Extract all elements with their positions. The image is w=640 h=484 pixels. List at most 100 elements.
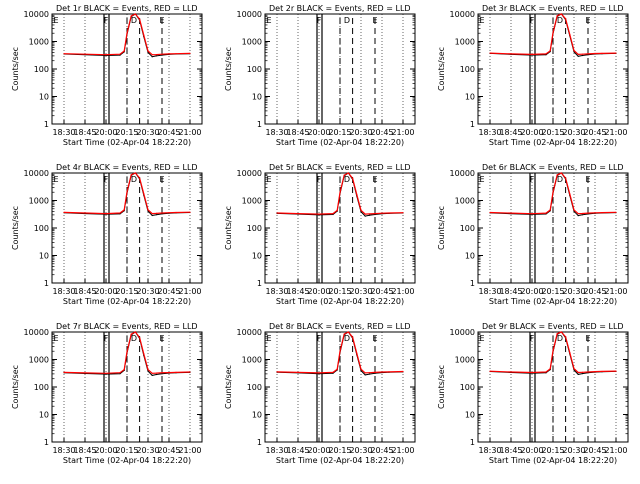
series-lld-point: [161, 372, 163, 374]
series-lld-point: [510, 212, 512, 214]
x-axis-label: Start Time (02-Apr-04 18:22:20): [489, 138, 617, 147]
x-tick-label: 18:45: [286, 287, 309, 296]
y-tick-label: 1000: [29, 197, 49, 206]
series-events-point: [161, 373, 163, 375]
series-lld-point: [168, 53, 170, 55]
panel-title: Det 9r BLACK = Events, RED = LLD: [482, 322, 624, 331]
marker-letter: F: [104, 175, 109, 184]
y-tick-label: 1000: [242, 197, 262, 206]
x-tick-label: 20:45: [370, 128, 393, 137]
y-tick-label: 1000: [242, 356, 262, 365]
series-lld-point: [119, 372, 121, 374]
series-lld-point: [560, 331, 562, 333]
y-tick-label: 1: [44, 438, 49, 447]
marker-letter: F: [317, 334, 322, 343]
series-lld-point: [126, 32, 128, 34]
panel-det-6: Det 6r BLACK = Events, RED = LLD 1 10 100 10…: [437, 163, 629, 306]
y-tick-label: 100: [34, 65, 49, 74]
series-lld-point: [560, 172, 562, 174]
x-tick-label: 20:30: [562, 128, 585, 137]
x-tick-label: 20:45: [583, 128, 606, 137]
series-lld-point: [360, 209, 362, 211]
series-lld-point: [581, 212, 583, 215]
series-lld-point: [161, 53, 163, 55]
series-lld-point: [594, 52, 596, 55]
panel-det-9: Det 9r BLACK = Events, RED = LLD 1 10 100 10…: [437, 322, 629, 465]
series-lld-point: [343, 333, 345, 335]
panel-title: Det 7r BLACK = Events, RED = LLD: [56, 322, 198, 331]
marker-letter: E: [585, 334, 590, 343]
marker-letter: E: [372, 334, 377, 343]
series-lld-point: [368, 372, 370, 374]
y-tick-label: 100: [460, 383, 475, 392]
y-tick-label: 10000: [24, 10, 49, 19]
x-tick-label: 20:45: [370, 446, 393, 455]
series-events-point: [577, 55, 579, 57]
x-axis-label: Start Time (02-Apr-04 18:22:20): [63, 297, 191, 306]
marker-letter: D: [344, 16, 350, 25]
series-lld-point: [155, 212, 157, 214]
series-events-point: [360, 369, 362, 372]
series-lld-point: [175, 53, 177, 55]
y-axis-label: Counts/sec: [437, 47, 446, 91]
marker-letter: F: [317, 175, 322, 184]
x-tick-label: 20:30: [136, 128, 159, 137]
series-events-point: [151, 56, 153, 58]
y-tick-label: 100: [34, 383, 49, 392]
y-tick-label: 10: [465, 411, 475, 420]
series-lld-point: [332, 212, 334, 215]
series-lld-point: [587, 53, 589, 55]
series-events-point: [161, 213, 163, 215]
series-events-point: [368, 214, 370, 216]
marker-letter: D: [131, 175, 137, 184]
x-tick-label: 20:45: [583, 446, 606, 455]
series-lld-point: [105, 54, 107, 56]
y-tick-label: 10: [252, 252, 262, 261]
series-lld-point: [139, 18, 141, 20]
series-lld-point: [84, 372, 86, 374]
x-tick-label: 18:45: [286, 128, 309, 137]
panel-title: Det 6r BLACK = Events, RED = LLD: [482, 163, 624, 172]
x-axis-label: Start Time (02-Apr-04 18:22:20): [63, 138, 191, 147]
y-axis-label: Counts/sec: [11, 47, 20, 91]
x-tick-label: 20:45: [370, 287, 393, 296]
series-lld-point: [175, 371, 177, 373]
series-lld-point: [143, 193, 145, 195]
series-lld-point: [388, 371, 390, 373]
x-tick-label: 21:00: [178, 287, 201, 296]
series-lld-point: [147, 368, 149, 371]
series-events-point: [119, 373, 121, 375]
x-tick-label: 20:45: [157, 446, 180, 455]
series-lld-point: [364, 213, 366, 215]
series-lld-point: [545, 53, 547, 55]
y-tick-label: 100: [34, 224, 49, 233]
y-tick-label: 1000: [455, 197, 475, 206]
y-tick-label: 10000: [450, 10, 475, 19]
panel-det-3: Det 3r BLACK = Events, RED = LLD 1 10 100 10…: [437, 4, 629, 147]
y-tick-label: 10000: [24, 328, 49, 337]
x-axis-label: Start Time (02-Apr-04 18:22:20): [276, 297, 404, 306]
y-tick-label: 10: [39, 93, 49, 102]
series-lld-point: [151, 372, 153, 374]
marker-letter: E: [53, 334, 58, 343]
series-lld-point: [155, 53, 157, 56]
series-lld-point: [343, 174, 345, 176]
x-tick-label: 20:15: [541, 446, 564, 455]
panel-det-4: Det 4r BLACK = Events, RED = LLD 1 10 100 10…: [11, 163, 203, 306]
x-tick-label: 20:00: [94, 446, 117, 455]
series-lld-point: [545, 371, 547, 373]
x-tick-label: 18:30: [52, 287, 75, 296]
marker-letter: F: [530, 334, 535, 343]
x-tick-label: 18:45: [73, 128, 96, 137]
x-tick-label: 18:45: [286, 446, 309, 455]
series-events-point: [155, 55, 157, 57]
marker-letter: E: [159, 16, 164, 25]
series-lld-point: [573, 209, 575, 211]
x-tick-label: 18:45: [499, 287, 522, 296]
series-lld-point: [549, 209, 551, 211]
y-tick-label: 10: [39, 252, 49, 261]
x-tick-label: 20:15: [115, 446, 138, 455]
x-tick-label: 18:45: [73, 287, 96, 296]
series-lld-point: [130, 15, 132, 17]
